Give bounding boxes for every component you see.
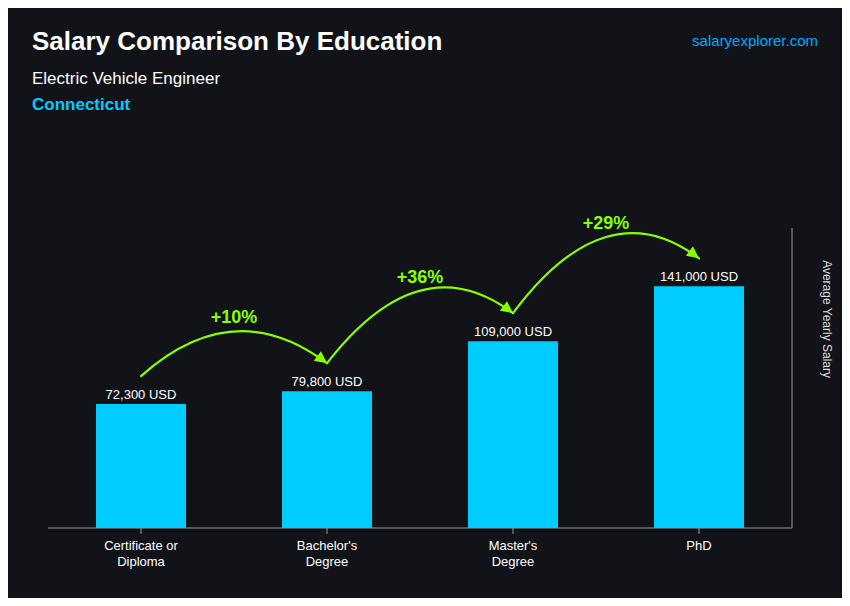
svg-text:141,000 USD: 141,000 USD bbox=[660, 269, 738, 284]
html-text:salaryexplorer.com: salaryexplorer.com bbox=[692, 32, 818, 49]
svg-text:Bachelor'sDegree: Bachelor'sDegree bbox=[297, 538, 358, 569]
svg-text:+36%: +36% bbox=[397, 267, 444, 287]
svg-text:Master'sDegree: Master'sDegree bbox=[489, 538, 538, 569]
svg-text:109,000 USD: 109,000 USD bbox=[474, 324, 552, 339]
html-text:Salary Comparison By Education: Salary Comparison By Education bbox=[32, 26, 443, 56]
svg-text:79,800 USD: 79,800 USD bbox=[292, 374, 363, 389]
html-text:Electric Vehicle Engineer: Electric Vehicle Engineer bbox=[32, 69, 220, 88]
svg-text:72,300 USD: 72,300 USD bbox=[106, 387, 177, 402]
svg-text:+29%: +29% bbox=[583, 213, 630, 233]
svg-text:Certificate orDiploma: Certificate orDiploma bbox=[104, 538, 178, 569]
svg-text:Average Yearly Salary: Average Yearly Salary bbox=[820, 260, 834, 378]
svg-text:PhD: PhD bbox=[686, 538, 711, 553]
svg-text:+10%: +10% bbox=[211, 307, 258, 327]
html-text:Connecticut: Connecticut bbox=[32, 95, 131, 114]
